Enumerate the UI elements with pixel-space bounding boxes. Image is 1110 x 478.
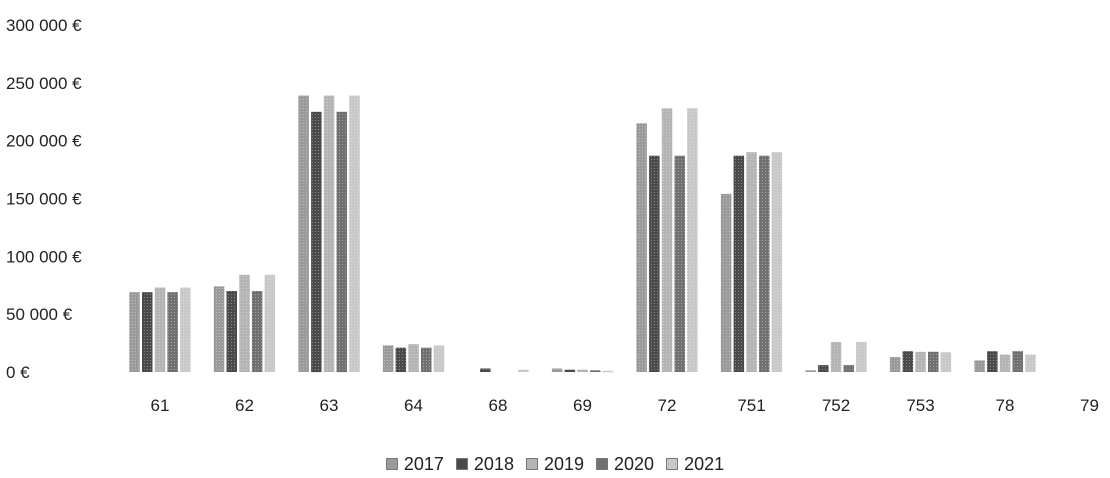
x-tick-label: 751 — [737, 396, 765, 415]
bar-texture — [687, 108, 698, 373]
y-tick-label: 150 000 € — [6, 190, 82, 209]
bars — [129, 95, 1036, 373]
bar-texture — [987, 351, 998, 372]
bar-texture — [974, 360, 985, 372]
y-tick-label: 300 000 € — [6, 16, 82, 35]
legend-item-2018: 2018 — [455, 453, 514, 475]
bar-texture — [1025, 354, 1036, 372]
bar-texture — [180, 287, 191, 372]
legend-swatch — [666, 458, 679, 470]
bar-texture — [636, 123, 647, 372]
y-tick-label: 250 000 € — [6, 74, 82, 93]
bar-texture — [856, 341, 867, 372]
legend-item-2020: 2020 — [596, 454, 654, 475]
bar-texture — [805, 370, 816, 372]
x-tick-label: 61 — [151, 396, 170, 415]
bar-texture — [251, 291, 263, 372]
x-tick-label: 69 — [573, 396, 592, 415]
x-tick-label: 63 — [320, 396, 339, 415]
bar-texture — [298, 95, 309, 372]
bar-texture — [408, 344, 419, 372]
bar-texture — [674, 155, 685, 372]
bar-texture — [395, 347, 407, 372]
bar-texture — [577, 369, 588, 372]
legend: 2017 2018 2019 2020 2021 — [0, 452, 1110, 476]
bar-texture — [999, 354, 1011, 372]
bar-texture — [142, 292, 153, 372]
bar-texture — [129, 292, 140, 372]
y-tick-label: 50 000 € — [6, 305, 73, 324]
x-tick-label: 752 — [822, 396, 850, 415]
bar-texture — [915, 351, 926, 372]
x-tick-label: 753 — [906, 396, 934, 415]
legend-swatch — [385, 458, 398, 470]
legend-swatch — [596, 458, 609, 470]
bar-texture — [167, 292, 178, 372]
bar-texture — [928, 351, 939, 372]
legend-swatch — [455, 458, 468, 470]
bar-texture — [551, 368, 563, 372]
x-tick-label: 68 — [489, 396, 508, 415]
bar-texture — [649, 155, 660, 372]
bar-texture — [746, 152, 757, 372]
bar-texture — [311, 111, 322, 373]
bar-texture — [602, 370, 614, 373]
legend-label: 2017 — [403, 453, 444, 474]
legend-label: 2019 — [543, 453, 585, 474]
bar-texture — [843, 365, 854, 372]
y-tick-label: 0 € — [6, 363, 30, 382]
bar-texture — [264, 274, 276, 372]
bar-texture — [661, 108, 673, 373]
legend-label: 2018 — [473, 453, 514, 474]
bar-texture — [590, 370, 601, 372]
bar-texture — [830, 341, 842, 372]
x-tick-label: 62 — [235, 396, 254, 415]
bar-texture — [239, 274, 250, 372]
legend-item-2021: 2021 — [666, 454, 724, 475]
bar-texture — [733, 155, 745, 372]
bar-texture — [154, 287, 166, 372]
legend-swatch — [525, 458, 538, 470]
x-tick-label: 64 — [404, 396, 423, 415]
y-tick-label: 200 000 € — [6, 132, 82, 151]
bar-texture — [382, 345, 394, 372]
bar-texture — [433, 345, 445, 372]
bar-chart: 0 € 50 000 € 100 000 € 150 000 € 200 000 € 25… — [6, 16, 1099, 415]
x-tick-label: 79 — [1080, 396, 1099, 415]
bar-texture — [480, 368, 491, 372]
legend-label: 2020 — [614, 453, 655, 474]
bar-texture — [1012, 351, 1023, 372]
bar-texture — [349, 95, 360, 372]
legend-item-2017: 2017 — [385, 453, 444, 475]
bar-texture — [889, 357, 901, 372]
bar-texture — [323, 95, 335, 372]
bar-texture — [336, 111, 347, 373]
bar-texture — [902, 351, 914, 372]
legend-item-2019: 2019 — [525, 453, 585, 475]
bar-texture — [226, 291, 237, 372]
y-tick-label: 100 000 € — [6, 247, 82, 266]
bar-texture — [720, 193, 732, 372]
bar-texture — [213, 286, 225, 372]
bar-texture — [421, 347, 432, 372]
bar-texture — [818, 365, 829, 372]
bar-texture — [940, 352, 952, 372]
bar-texture — [759, 155, 770, 372]
x-tick-label: 78 — [996, 396, 1015, 415]
bar-texture — [564, 369, 576, 372]
bar-texture — [771, 152, 783, 372]
legend-label: 2021 — [684, 453, 725, 474]
x-tick-label: 72 — [658, 396, 677, 415]
bar-texture — [518, 369, 529, 372]
y-axis: 0 € 50 000 € 100 000 € 150 000 € 200 000 € 25… — [6, 16, 82, 382]
x-axis: 61 62 63 64 68 69 72 751 752 753 78 79 — [151, 396, 1099, 415]
